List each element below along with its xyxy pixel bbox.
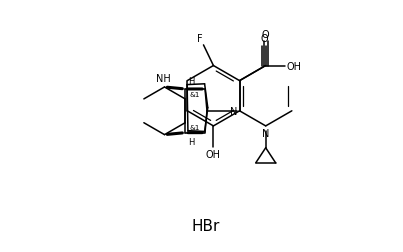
- Text: OH: OH: [206, 149, 221, 159]
- Text: OH: OH: [287, 62, 301, 72]
- Text: N: N: [262, 129, 269, 139]
- Text: H: H: [188, 137, 195, 146]
- Text: F: F: [197, 34, 203, 44]
- Text: &1: &1: [189, 92, 199, 98]
- Text: HBr: HBr: [191, 219, 220, 234]
- Text: N: N: [230, 106, 238, 116]
- Text: O: O: [262, 29, 270, 39]
- Text: H: H: [188, 77, 195, 86]
- Text: &1: &1: [189, 125, 199, 131]
- Text: O: O: [260, 34, 268, 44]
- Text: NH: NH: [156, 74, 171, 84]
